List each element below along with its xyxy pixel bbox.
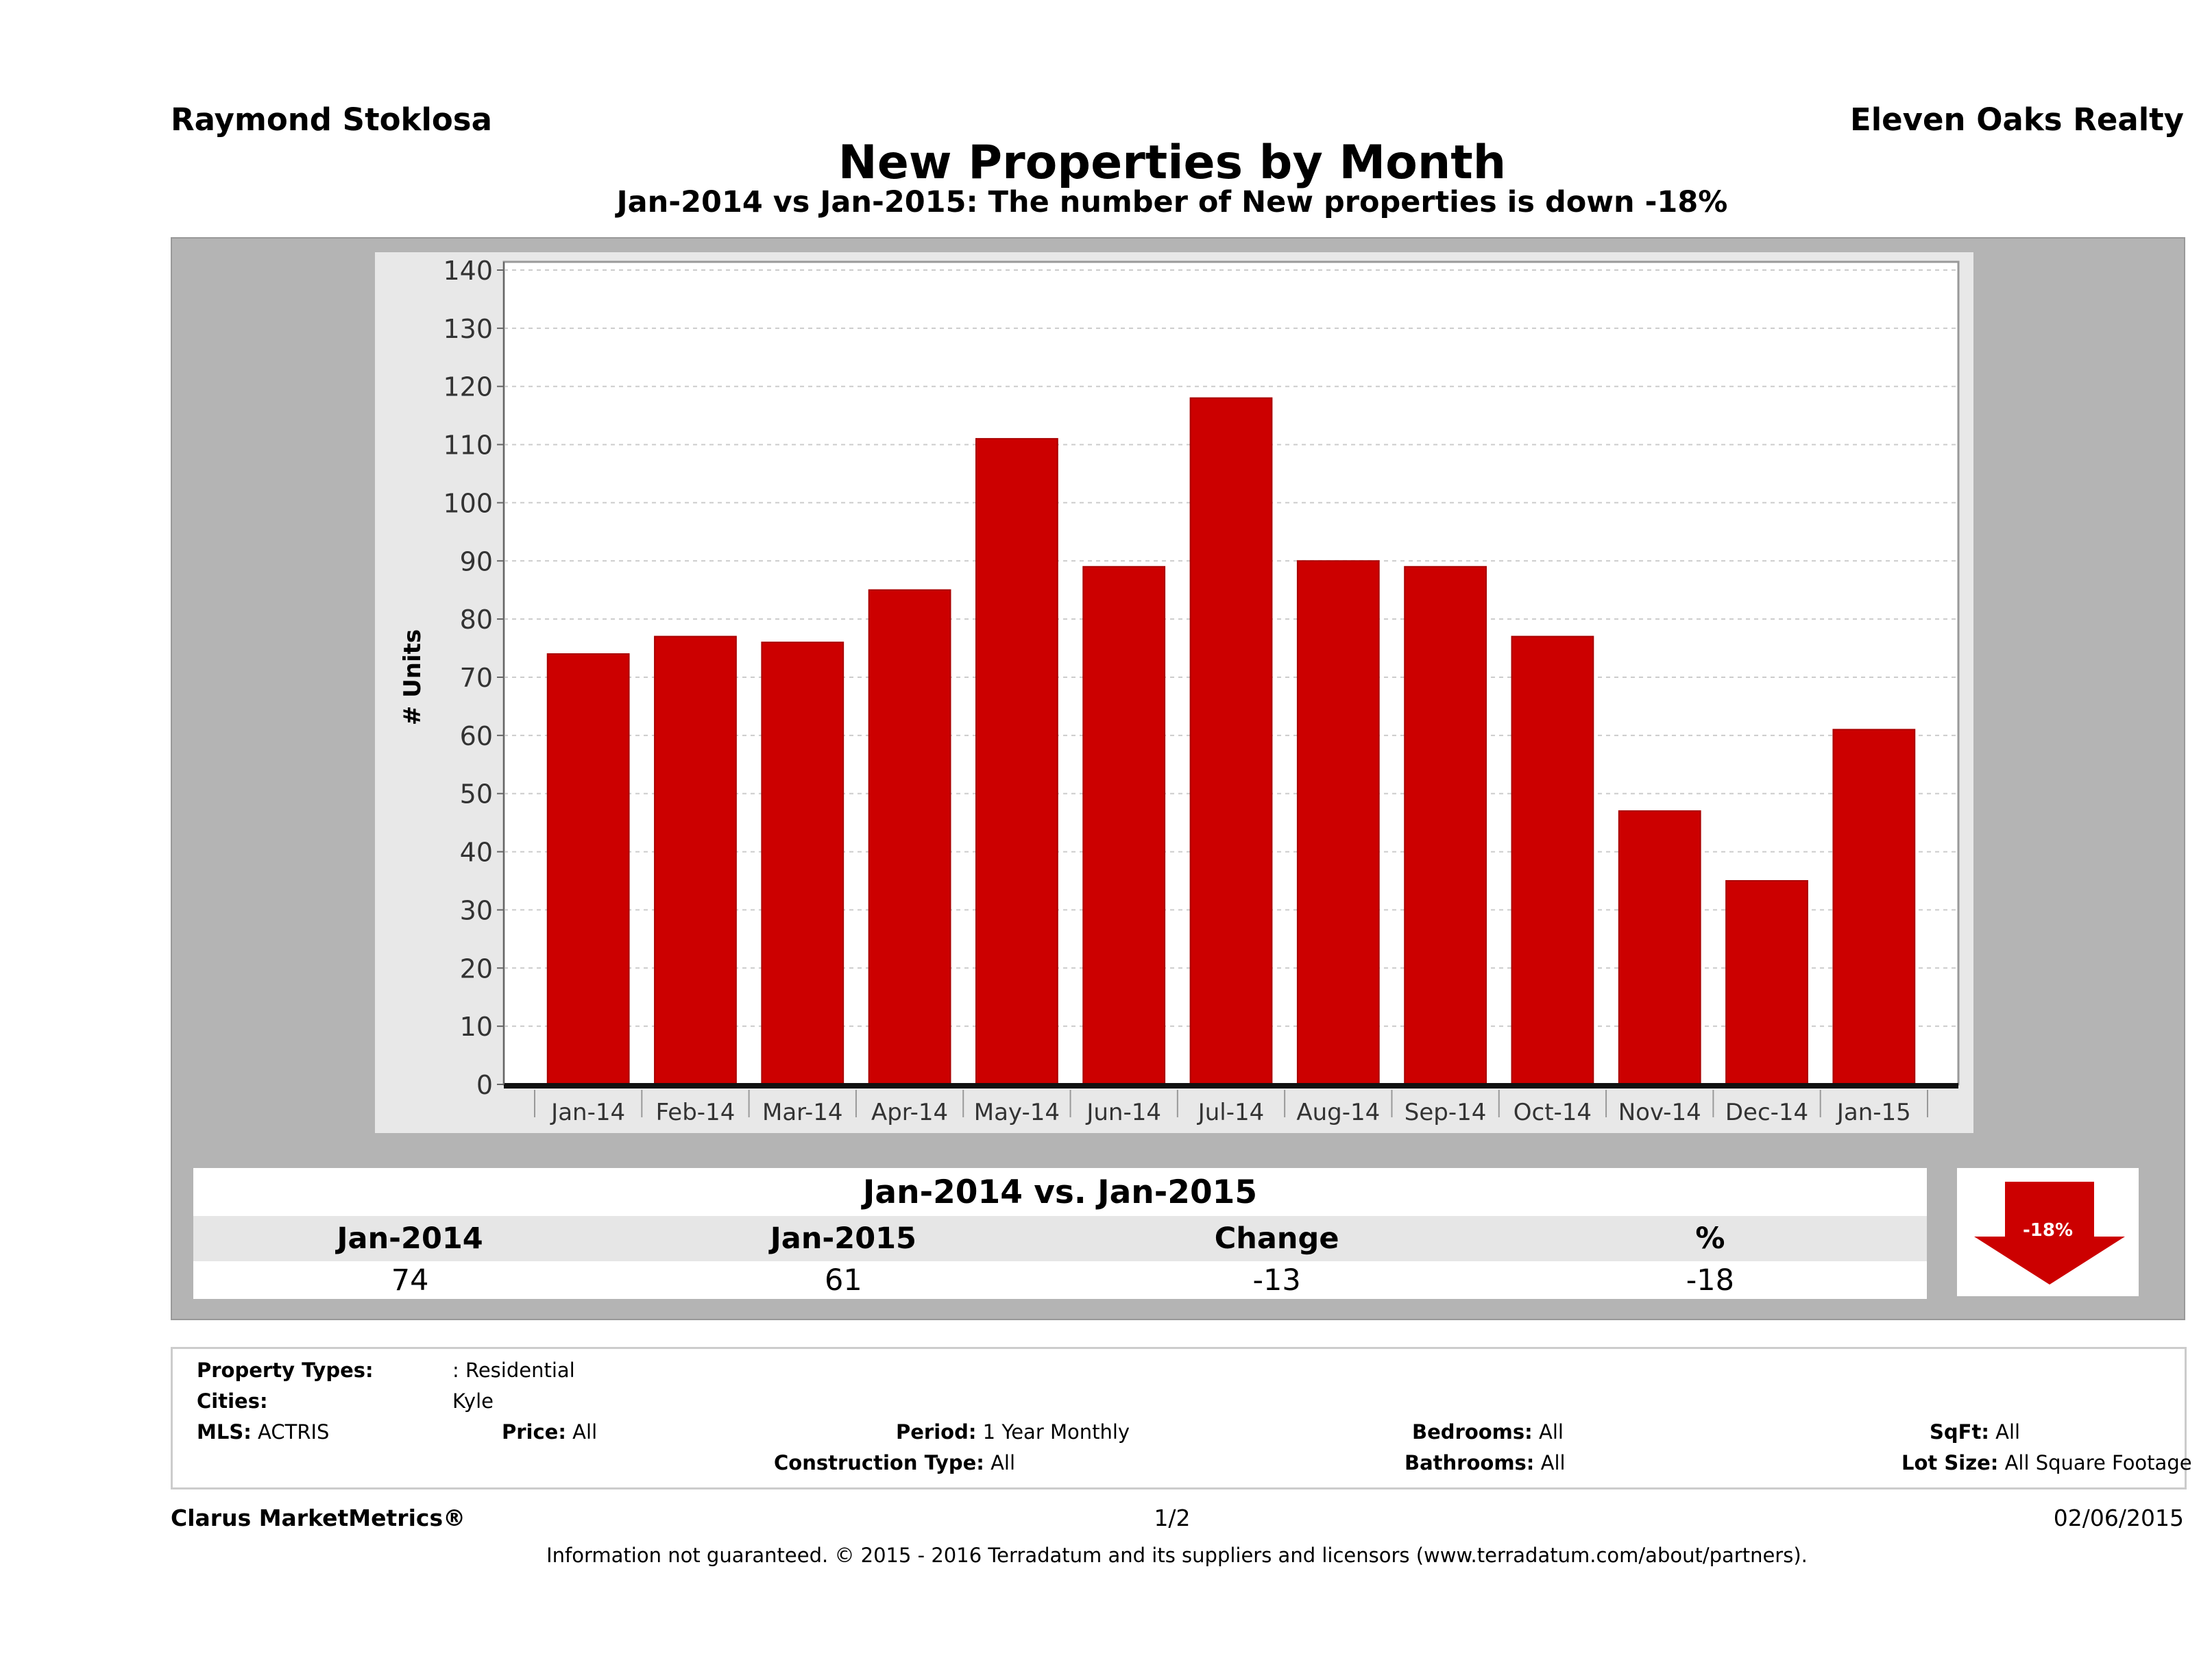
bar [1404,566,1487,1085]
y-tick-label: 0 [476,1070,493,1100]
value-jan-2014: 74 [391,1263,429,1298]
value-bedrooms: All [1538,1420,1564,1444]
x-tick-label: Jun-14 [1085,1099,1161,1126]
y-tick-label: 70 [460,663,493,693]
value-percent: -18 [1686,1263,1734,1298]
y-tick-label: 40 [460,838,493,868]
label-lot-size: Lot Size: [1901,1451,1999,1474]
y-tick-label: 80 [460,605,493,635]
y-tick-label: 110 [443,430,493,461]
x-tick-label: Sep-14 [1405,1099,1487,1126]
bar [1618,810,1701,1086]
x-tick-label: Jan-14 [550,1099,625,1126]
value-mls: ACTRIS [258,1420,330,1444]
brokerage-name: Eleven Oaks Realty [1849,101,2184,138]
y-tick-label: 10 [460,1012,493,1042]
bar [868,589,951,1085]
page-subtitle: Jan-2014 vs Jan-2015: The number of New … [616,185,1728,219]
badge-percent: -18% [2022,1220,2074,1241]
label-property-types: Property Types: [197,1359,374,1382]
x-tick-label: Dec-14 [1725,1099,1808,1126]
summary-heading: Jan-2014 vs. Jan-2015 [193,1168,1927,1216]
bar [975,438,1058,1086]
col-percent: % [1695,1221,1725,1256]
value-sqft: All [1995,1420,2021,1444]
x-tick-label: Feb-14 [656,1099,736,1126]
chart-container: 0 10 20 30 40 50 60 70 80 90 100 110 120 130 140 # Unit… [375,252,1973,1133]
summary-heading-text: Jan-2014 vs. Jan-2015 [862,1173,1258,1211]
y-tick-label: 30 [460,895,493,925]
bar [1296,560,1380,1085]
label-bathrooms: Bathrooms: [1405,1451,1535,1474]
value-jan-2015: 61 [825,1263,862,1298]
label-period: Period: [896,1420,977,1444]
disclaimer: Information not guaranteed. © 2015 - 201… [546,1544,1808,1567]
footer-brand: Clarus MarketMetrics® [171,1505,466,1531]
value-period: 1 Year Monthly [982,1420,1130,1444]
down-arrow-icon [1974,1182,2125,1285]
col-jan-2015: Jan-2015 [770,1221,916,1256]
bar [761,642,844,1085]
x-tick-label: Oct-14 [1514,1099,1592,1126]
bar [546,653,630,1085]
value-cities: Kyle [452,1389,494,1413]
value-construction: All [990,1451,1016,1474]
y-tick-label: 140 [443,256,493,286]
col-jan-2014: Jan-2014 [337,1221,483,1256]
summary-value-row: 74 61 -13 -18 [193,1261,1927,1299]
value-bathrooms: All [1540,1451,1566,1474]
bar [1725,880,1808,1085]
x-tick-label: Jan-15 [1836,1099,1911,1126]
report-date: 02/06/2015 [2053,1505,2184,1531]
y-tick-label: 130 [443,314,493,344]
value-price: All [572,1420,598,1444]
page-number: 1/2 [1154,1505,1191,1531]
value-change: -13 [1252,1263,1301,1298]
y-tick-label: 120 [443,372,493,402]
bar [1832,729,1916,1085]
y-tick-label: 50 [460,779,493,810]
bar [654,635,737,1085]
summary-header-row: Jan-2014 Jan-2015 Change % [193,1216,1927,1261]
label-cities: Cities: [197,1389,268,1413]
bar [1189,397,1273,1085]
x-tick-label: Mar-14 [762,1099,843,1126]
label-mls: MLS: [197,1420,252,1444]
agent-name: Raymond Stoklosa [171,101,492,138]
col-change: Change [1214,1221,1339,1256]
x-tick-label: Jul-14 [1197,1099,1265,1126]
value-property-types: : Residential [452,1359,575,1382]
summary-table: Jan-2014 vs. Jan-2015 Jan-2014 Jan-2015 … [193,1168,1927,1299]
bar-chart: 0 10 20 30 40 50 60 70 80 90 100 110 120 130 140 # Unit… [399,256,1960,1126]
y-axis-label: # Units [399,629,426,725]
label-bedrooms: Bedrooms: [1412,1420,1533,1444]
value-lot-size: All Square Footage [2004,1451,2192,1474]
bar [1511,635,1594,1085]
y-tick-label: 90 [460,546,493,576]
x-tick-label: May-14 [974,1099,1060,1126]
x-tick-label: Apr-14 [871,1099,948,1126]
page-title: New Properties by Month [838,136,1507,190]
label-sqft: SqFt: [1930,1420,1989,1444]
x-tick-label: Nov-14 [1618,1099,1701,1126]
y-tick-label: 100 [443,488,493,518]
y-tick-label: 20 [460,953,493,984]
y-tick-label: 60 [460,721,493,751]
report-criteria: Property Types: : Residential Cities: Ky… [171,1347,2192,1489]
label-price: Price: [502,1420,566,1444]
bar [1082,566,1166,1085]
change-badge: -18% [1957,1168,2139,1296]
x-tick-label: Aug-14 [1296,1099,1380,1126]
label-construction: Construction Type: [774,1451,984,1474]
